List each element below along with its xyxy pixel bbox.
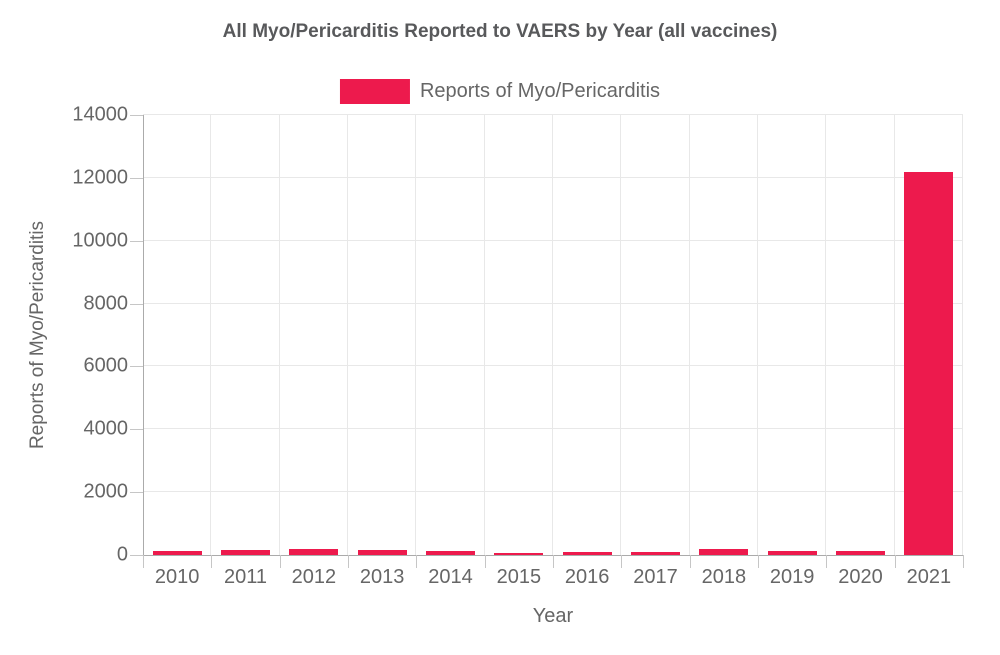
y-tick-mark-10000 — [130, 240, 143, 242]
x-tick-mark-2 — [279, 555, 281, 568]
gridline-x-8 — [688, 115, 690, 555]
bar-2016[interactable] — [563, 552, 612, 555]
x-tick-label-2016: 2016 — [564, 566, 610, 588]
y-tick-mark-6000 — [130, 366, 143, 368]
gridline-y-14000 — [143, 114, 963, 115]
bar-2021[interactable] — [904, 172, 953, 555]
gridline-y-6000 — [143, 365, 963, 367]
y-tick-label-14000: 14000 — [72, 103, 128, 126]
x-tick-mark-0 — [143, 555, 144, 568]
y-axis-line — [143, 115, 144, 568]
bar-2019[interactable] — [768, 551, 817, 555]
x-tick-mark-3 — [348, 555, 349, 568]
x-tick-mark-11 — [894, 555, 896, 568]
y-tick-label-8000: 8000 — [83, 292, 129, 315]
x-tick-mark-12 — [963, 555, 964, 568]
bar-2017[interactable] — [631, 552, 680, 555]
bar-2010[interactable] — [153, 551, 202, 555]
gridline-x-9 — [757, 115, 758, 555]
x-tick-label-2020: 2020 — [838, 566, 883, 588]
x-tick-mark-7 — [621, 555, 623, 568]
chart-title: All Myo/Pericarditis Reported to VAERS b… — [222, 21, 778, 42]
x-tick-label-2013: 2013 — [359, 566, 405, 588]
gridline-x-6 — [552, 115, 553, 555]
x-tick-label-2014: 2014 — [428, 566, 473, 588]
gridline-x-5 — [483, 115, 485, 555]
y-tick-label-0: 0 — [116, 543, 128, 566]
y-tick-mark-12000 — [130, 177, 143, 179]
bar-2012[interactable] — [289, 549, 338, 555]
y-tick-label-4000: 4000 — [83, 417, 129, 440]
gridline-x-3 — [347, 115, 348, 555]
x-axis-title: Year — [532, 605, 574, 627]
gridline-x-12 — [962, 115, 963, 555]
y-tick-mark-8000 — [130, 303, 143, 305]
y-tick-mark-0 — [130, 555, 143, 556]
x-tick-label-2012: 2012 — [291, 566, 337, 588]
gridline-x-2 — [278, 115, 280, 555]
gridline-x-7 — [620, 115, 622, 555]
x-tick-mark-9 — [758, 555, 759, 568]
plot-area — [143, 114, 963, 555]
y-tick-mark-2000 — [130, 492, 143, 494]
gridline-x-1 — [210, 115, 212, 555]
y-tick-mark-14000 — [130, 115, 143, 116]
x-tick-mark-6 — [553, 555, 554, 568]
gridline-y-4000 — [143, 428, 963, 430]
x-tick-label-2010: 2010 — [154, 566, 200, 588]
y-tick-label-2000: 2000 — [83, 480, 129, 503]
gridline-y-2000 — [143, 491, 963, 493]
x-tick-label-2018: 2018 — [701, 566, 747, 588]
bar-2020[interactable] — [836, 551, 885, 555]
x-tick-mark-1 — [211, 555, 213, 568]
gridline-x-10 — [825, 115, 827, 555]
x-tick-label-2019: 2019 — [769, 566, 815, 588]
bar-2015[interactable] — [494, 553, 543, 555]
bar-2013[interactable] — [358, 550, 407, 555]
x-tick-mark-4 — [416, 555, 418, 568]
gridline-y-8000 — [143, 302, 963, 304]
bar-2018[interactable] — [699, 549, 748, 555]
legend[interactable]: Reports of Myo/Pericarditis — [339, 79, 661, 104]
bar-2011[interactable] — [221, 550, 270, 555]
gridline-x-11 — [893, 115, 895, 555]
legend-swatch — [339, 79, 410, 104]
gridline-y-10000 — [143, 239, 963, 241]
x-tick-label-2015: 2015 — [496, 566, 542, 588]
y-tick-mark-4000 — [130, 429, 143, 431]
x-tick-mark-5 — [484, 555, 486, 568]
bar-2014[interactable] — [426, 551, 475, 555]
x-tick-label-2017: 2017 — [633, 566, 678, 588]
x-tick-label-2021: 2021 — [906, 566, 952, 588]
x-tick-label-2011: 2011 — [223, 566, 267, 588]
x-tick-mark-8 — [689, 555, 691, 568]
gridline-x-4 — [415, 115, 417, 555]
y-axis-title: Reports of Myo/Pericarditis — [27, 220, 48, 450]
y-tick-label-10000: 10000 — [72, 229, 128, 252]
y-tick-label-6000: 6000 — [83, 354, 129, 377]
y-tick-label-12000: 12000 — [72, 166, 128, 189]
legend-label: Reports of Myo/Pericarditis — [419, 80, 661, 102]
gridline-y-12000 — [143, 176, 963, 178]
x-tick-mark-10 — [826, 555, 828, 568]
